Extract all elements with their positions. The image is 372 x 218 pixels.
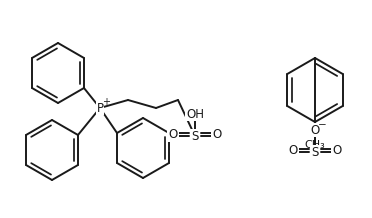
- Text: O: O: [169, 128, 177, 141]
- Text: O: O: [310, 124, 320, 136]
- Text: O: O: [288, 144, 298, 157]
- Text: OH: OH: [186, 107, 204, 121]
- Text: P: P: [96, 102, 103, 114]
- Text: O: O: [212, 128, 222, 141]
- Text: CH₃: CH₃: [305, 140, 326, 150]
- Text: O: O: [332, 144, 341, 157]
- Text: +: +: [102, 97, 110, 107]
- Text: S: S: [311, 145, 319, 158]
- Text: −: −: [318, 120, 326, 130]
- Text: S: S: [191, 129, 199, 143]
